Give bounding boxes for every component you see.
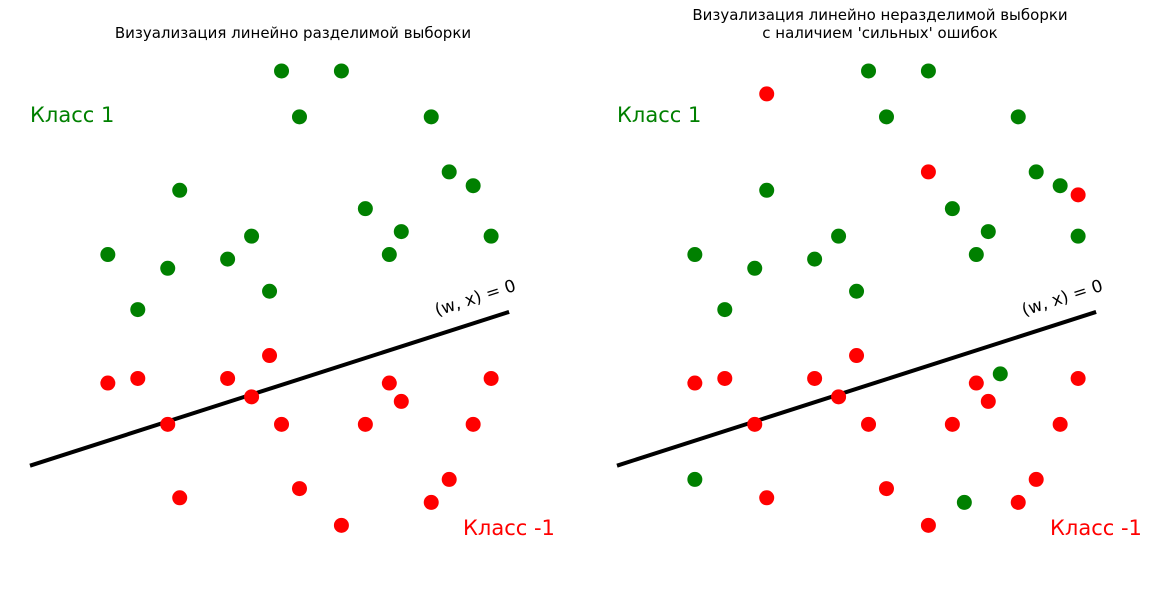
class-1-point [861, 63, 877, 79]
class-minus-1-point [100, 375, 116, 391]
class-1-point [357, 201, 373, 217]
class-minus-1-point [920, 517, 936, 533]
scatter-plot-svg: Визуализация линейно разделимой выборки(… [29, 24, 555, 540]
class-minus-1-point [423, 494, 439, 510]
class-1-point [1070, 228, 1086, 244]
class-1-point [831, 228, 847, 244]
class-minus-1-point [861, 416, 877, 432]
class-minus-1-point [244, 389, 260, 405]
class-1-point [1010, 109, 1026, 125]
class-1-point [423, 109, 439, 125]
class-1-point [759, 182, 775, 198]
class-1-point [747, 260, 763, 276]
class-1-point [944, 201, 960, 217]
class-1-point [1028, 164, 1044, 180]
class-1-point [968, 247, 984, 263]
class-minus-1-point [849, 348, 865, 364]
class-1-label: Класс 1 [617, 103, 701, 127]
class-1-point [291, 109, 307, 125]
class-1-point [172, 182, 188, 198]
class-minus-1-point [831, 389, 847, 405]
chart-title: Визуализация линейно неразделимой выборк… [692, 6, 1067, 42]
class-1-point [687, 471, 703, 487]
class-1-point [992, 366, 1008, 382]
chart-panel-non-separable: Визуализация линейно неразделимой выборк… [587, 0, 1174, 594]
class-minus-1-label: Класс -1 [1050, 516, 1142, 540]
class-minus-1-point [262, 348, 278, 364]
class-minus-1-point [1070, 370, 1086, 386]
chart-panel-linearly-separable: Визуализация линейно разделимой выборки(… [29, 24, 555, 540]
class-1-point [333, 63, 349, 79]
class-minus-1-point [160, 416, 176, 432]
class-minus-1-point [130, 370, 146, 386]
class-minus-1-point [944, 416, 960, 432]
class-1-point [262, 283, 278, 299]
class-1-point [160, 260, 176, 276]
class-minus-1-point [759, 490, 775, 506]
class-minus-1-point [393, 393, 409, 409]
class-1-point [920, 63, 936, 79]
class-1-point [1052, 178, 1068, 194]
class-minus-1-point [717, 370, 733, 386]
class-minus-1-point [220, 370, 236, 386]
class-minus-1-point [687, 375, 703, 391]
class-minus-1-point [483, 370, 499, 386]
class-1-point [980, 224, 996, 240]
chart-title-line: Визуализация линейно разделимой выборки [115, 24, 471, 42]
class-minus-1-point [747, 416, 763, 432]
class-minus-1-point [878, 481, 894, 497]
class-1-point [220, 251, 236, 267]
class-minus-1-point [1052, 416, 1068, 432]
class-minus-1-point [1028, 471, 1044, 487]
class-minus-1-point [274, 416, 290, 432]
class-1-point [483, 228, 499, 244]
chart-title-line: с наличием 'сильных' ошибок [762, 24, 997, 42]
class-minus-1-point [381, 375, 397, 391]
class-1-point [381, 247, 397, 263]
scatter-plot-svg: Визуализация линейно неразделимой выборк… [616, 6, 1142, 540]
class-1-point [687, 247, 703, 263]
class-1-point [100, 247, 116, 263]
class-1-point [274, 63, 290, 79]
class-1-point [244, 228, 260, 244]
chart-title: Визуализация линейно разделимой выборки [115, 24, 471, 42]
class-minus-1-point [980, 393, 996, 409]
class-minus-1-point [759, 86, 775, 102]
class-minus-1-label: Класс -1 [463, 516, 555, 540]
class-1-label: Класс 1 [30, 103, 114, 127]
class-1-point [717, 302, 733, 318]
class-1-point [441, 164, 457, 180]
class-1-point [956, 494, 972, 510]
chart-title-line: Визуализация линейно неразделимой выборк… [692, 6, 1067, 24]
class-minus-1-point [357, 416, 373, 432]
class-1-point [878, 109, 894, 125]
class-minus-1-point [1070, 187, 1086, 203]
class-minus-1-point [1010, 494, 1026, 510]
class-1-point [465, 178, 481, 194]
class-minus-1-point [333, 517, 349, 533]
class-minus-1-point [920, 164, 936, 180]
class-1-point [393, 224, 409, 240]
separating-hyperplane-line [29, 310, 510, 468]
separating-hyperplane-line [616, 310, 1097, 468]
class-minus-1-point [291, 481, 307, 497]
class-minus-1-point [465, 416, 481, 432]
class-minus-1-point [441, 471, 457, 487]
class-1-point [130, 302, 146, 318]
class-minus-1-point [807, 370, 823, 386]
class-minus-1-point [172, 490, 188, 506]
class-1-point [807, 251, 823, 267]
class-1-point [849, 283, 865, 299]
class-minus-1-point [968, 375, 984, 391]
